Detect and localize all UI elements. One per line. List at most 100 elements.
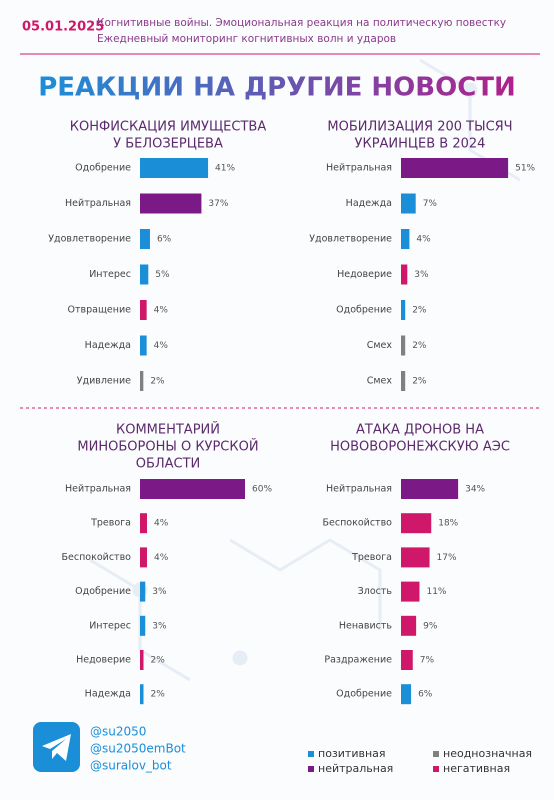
bar [140, 193, 202, 214]
value-label: 60% [252, 485, 272, 495]
bar [140, 479, 245, 499]
panel-title: АТАКА ДРОНОВ НА [356, 423, 484, 438]
value-label: 17% [437, 553, 457, 563]
category-label: Тревога [351, 552, 392, 563]
value-label: 4% [154, 341, 169, 351]
telegram-plane [42, 734, 71, 761]
bar [401, 615, 417, 636]
value-label: 2% [412, 341, 427, 351]
bar [401, 335, 406, 356]
panel-title: УКРАИНЦЕВ В 2024 [355, 137, 486, 152]
category-label: Беспокойство [322, 518, 392, 529]
value-label: 2% [151, 690, 166, 700]
bar [401, 684, 412, 705]
value-label: 18% [438, 519, 458, 529]
value-label: 4% [154, 306, 169, 316]
value-label: 6% [157, 235, 172, 245]
subtitle: Когнитивные войны. Эмоциональная реакция… [97, 17, 506, 29]
category-label: Надежда [85, 340, 131, 351]
panel-title: ОБЛАСТИ [136, 457, 201, 472]
value-label: 5% [155, 270, 170, 280]
panel-title: У БЕЛОЗЕРЦЕВА [113, 137, 223, 152]
value-label: 3% [152, 587, 167, 597]
category-label: Удовлетворение [309, 234, 392, 245]
category-label: Одобрение [336, 689, 392, 700]
panel-title: МИНОБОРОНЫ О КУРСКОЙ [77, 439, 258, 455]
category-label: Отвращение [68, 305, 132, 316]
value-label: 2% [151, 656, 166, 666]
value-label: 41% [215, 164, 235, 174]
legend-swatch [308, 766, 314, 772]
category-label: Надежда [85, 689, 131, 700]
bar [140, 581, 146, 602]
bar [401, 158, 509, 178]
value-label: 3% [414, 270, 429, 280]
value-label: 51% [515, 164, 535, 174]
telegram-icon [33, 722, 80, 772]
bar [401, 371, 406, 391]
category-label: Интерес [89, 620, 131, 631]
category-label: Раздражение [324, 655, 392, 666]
panel-title: КОНФИСКАЦИЯ ИМУЩЕСТВА [70, 120, 267, 135]
value-label: 2% [150, 377, 165, 387]
category-label: Надежда [346, 198, 392, 209]
value-label: 6% [418, 690, 433, 700]
bar [140, 684, 144, 705]
category-label: Злость [358, 586, 393, 597]
legend-label: негативная [443, 762, 510, 775]
bar [140, 547, 147, 568]
legend-label: нейтральная [318, 762, 393, 775]
value-label: 2% [412, 306, 427, 316]
value-label: 4% [154, 519, 169, 529]
category-label: Интерес [89, 269, 131, 280]
panel-title: НОВОВОРОНЕЖСКУЮ АЭС [330, 440, 510, 455]
legend-swatch [308, 751, 314, 757]
value-label: 7% [420, 656, 435, 666]
value-label: 11% [426, 587, 446, 597]
category-label: Нейтральная [326, 484, 392, 495]
bar [401, 513, 432, 534]
bar [140, 371, 144, 391]
bar [401, 229, 410, 249]
bar [401, 264, 408, 285]
bar [140, 615, 146, 636]
category-label: Нейтральная [65, 198, 131, 209]
bar [401, 479, 459, 499]
category-label: Ненависть [339, 620, 393, 631]
bar [140, 229, 150, 249]
category-label: Недоверие [76, 655, 131, 666]
date: 05.01.2025 [22, 20, 104, 35]
value-label: 9% [423, 621, 438, 631]
bar [401, 650, 413, 670]
value-label: 7% [423, 199, 438, 209]
subtitle: Ежедневный мониторинг когнитивных волн и… [97, 33, 396, 45]
category-label: Удовлетворение [48, 234, 131, 245]
bar [401, 581, 420, 602]
category-label: Одобрение [75, 163, 131, 174]
legend-swatch [433, 766, 439, 772]
category-label: Тревога [90, 518, 131, 529]
category-label: Нейтральная [326, 163, 392, 174]
category-label: Смех [367, 340, 393, 351]
panel-title: МОБИЛИЗАЦИЯ 200 ТЫСЯЧ [327, 120, 512, 135]
bar [140, 335, 147, 356]
bar [401, 193, 416, 214]
handle: @su2050emBot [90, 742, 186, 756]
bar [140, 300, 147, 320]
handle: @su2050 [90, 725, 146, 739]
category-label: Беспокойство [61, 552, 131, 563]
bar [140, 158, 209, 178]
value-label: 4% [416, 235, 431, 245]
legend-label: позитивная [318, 747, 386, 760]
category-label: Удивление [77, 376, 131, 387]
bar [140, 513, 147, 534]
category-label: Одобрение [336, 305, 392, 316]
handle: @suralov_bot [90, 759, 172, 773]
main-title: РЕАКЦИИ НА ДРУГИЕ НОВОСТИ [38, 73, 516, 103]
legend-label: неоднозначная [443, 747, 532, 760]
bar [140, 650, 144, 670]
value-label: 3% [152, 621, 167, 631]
